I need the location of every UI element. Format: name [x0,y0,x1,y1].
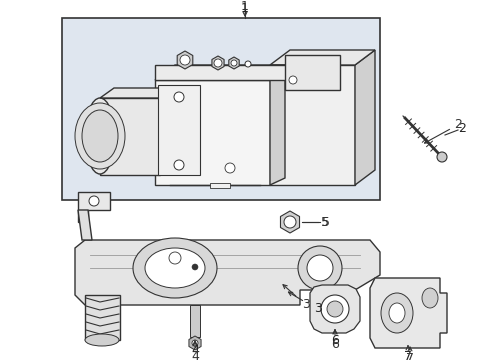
Polygon shape [78,210,92,240]
Text: 7: 7 [405,351,413,360]
Text: 2: 2 [453,117,461,130]
Text: 5: 5 [320,216,328,229]
Ellipse shape [436,152,446,162]
Text: 4: 4 [191,345,199,357]
Text: 1: 1 [241,0,248,13]
Ellipse shape [169,252,181,264]
Text: 5: 5 [321,216,329,229]
Ellipse shape [192,264,198,270]
Ellipse shape [421,288,437,308]
Polygon shape [158,85,200,175]
Ellipse shape [214,59,222,67]
Polygon shape [269,75,285,185]
Ellipse shape [326,301,342,317]
Ellipse shape [145,248,204,288]
Ellipse shape [244,61,250,67]
Ellipse shape [320,295,348,323]
Ellipse shape [297,246,341,290]
Polygon shape [75,240,379,305]
Polygon shape [190,305,200,337]
Text: 3: 3 [313,302,321,315]
Ellipse shape [180,55,190,65]
Polygon shape [100,88,174,98]
Ellipse shape [284,216,295,228]
Text: 7: 7 [403,350,411,360]
Polygon shape [209,183,229,188]
Ellipse shape [85,334,119,346]
Ellipse shape [89,196,99,206]
Polygon shape [62,18,379,200]
Ellipse shape [288,76,296,84]
Text: 6: 6 [330,338,338,351]
Ellipse shape [85,98,115,174]
Ellipse shape [75,103,125,169]
Ellipse shape [174,160,183,170]
Polygon shape [354,50,374,185]
Ellipse shape [82,110,118,162]
Ellipse shape [388,303,404,323]
Polygon shape [369,278,446,348]
Text: 2: 2 [457,122,465,135]
Polygon shape [269,50,374,65]
Polygon shape [285,55,339,90]
Text: 1: 1 [241,1,248,14]
Text: 4: 4 [191,350,199,360]
Ellipse shape [380,293,412,333]
Text: 6: 6 [330,333,338,346]
Text: 3: 3 [302,298,309,311]
Ellipse shape [192,340,198,346]
Polygon shape [155,80,269,185]
Ellipse shape [306,255,332,281]
Polygon shape [85,295,120,340]
Polygon shape [155,65,289,80]
Ellipse shape [230,60,237,66]
Polygon shape [155,65,289,80]
Polygon shape [78,192,110,222]
Polygon shape [269,65,354,185]
Polygon shape [100,98,160,175]
Ellipse shape [224,163,235,173]
Ellipse shape [133,238,217,298]
Polygon shape [309,285,359,333]
Ellipse shape [174,92,183,102]
